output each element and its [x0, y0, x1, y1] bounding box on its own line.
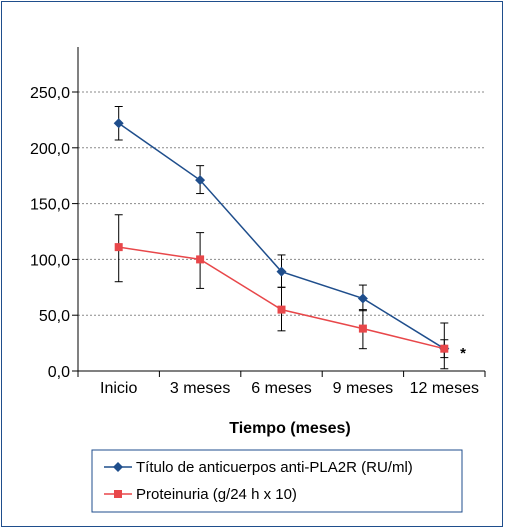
x-axis-title: Tiempo (meses) [229, 420, 351, 437]
x-tick-label: 6 meses [251, 380, 311, 397]
x-tick-label: 3 meses [170, 380, 230, 397]
x-tick-label: 9 meses [333, 380, 393, 397]
y-tick-label: 150,0 [30, 197, 70, 214]
y-tick-label: 0,0 [48, 364, 70, 381]
legend-marker-proteinuria [114, 490, 122, 498]
y-tick-label: 250,0 [30, 85, 70, 102]
x-tick-label: Inicio [100, 380, 137, 397]
legend-box [91, 449, 463, 513]
y-tick-label: 100,0 [30, 252, 70, 269]
data-point [357, 293, 368, 304]
y-tick-label: 200,0 [30, 141, 70, 158]
data-point [114, 243, 123, 252]
data-point [277, 305, 286, 314]
data-point [440, 344, 449, 353]
data-point [196, 255, 205, 264]
y-tick-label: 50,0 [39, 308, 70, 325]
x-tick-label: 12 meses [410, 380, 479, 397]
series-2 [114, 214, 449, 370]
data-point [276, 266, 287, 277]
legend-marker-antibodies [113, 462, 123, 472]
axes: 0,0 50,0 100,0 150,0 200,0 250,0 Inicio 3 meses… [30, 47, 486, 397]
data-point [195, 175, 206, 186]
data-point [358, 324, 367, 333]
legend-label-proteinuria: Proteinuria (g/24 h x 10) [136, 486, 297, 503]
legend-label-antibodies: Título de anticuerpos anti-PLA2R (RU/ml) [136, 459, 413, 476]
significance-annotation: * [460, 345, 466, 362]
series-layer [113, 106, 450, 370]
legend: Título de anticuerpos anti-PLA2R (RU/ml)… [91, 449, 463, 513]
data-point [113, 118, 124, 129]
